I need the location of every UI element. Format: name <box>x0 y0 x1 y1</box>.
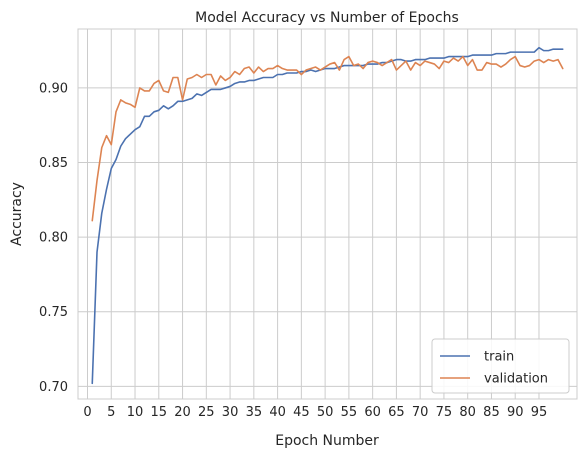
y-tick-label: 0.85 <box>39 156 68 171</box>
x-tick-label: 70 <box>412 405 429 420</box>
y-tick-labels: 0.70 0.75 0.80 0.85 0.90 <box>39 81 68 394</box>
x-tick-label: 0 <box>83 405 91 420</box>
x-tick-label: 65 <box>388 405 405 420</box>
x-tick-labels: 0 5 10 15 20 25 30 35 40 45 50 55 60 65 70 75 80 85 90 95 <box>83 405 547 420</box>
x-gridlines <box>87 29 540 399</box>
x-tick-label: 85 <box>483 405 500 420</box>
x-tick-label: 30 <box>222 405 239 420</box>
y-tick-label: 0.70 <box>39 380 68 395</box>
x-tick-label: 55 <box>341 405 358 420</box>
x-tick-label: 45 <box>293 405 310 420</box>
legend-label-train: train <box>484 350 514 365</box>
x-tick-label: 35 <box>246 405 263 420</box>
x-tick-label: 50 <box>317 405 334 420</box>
legend-label-validation: validation <box>484 372 548 387</box>
series-line-validation <box>91 55 564 222</box>
x-tick-label: 25 <box>198 405 215 420</box>
x-tick-label: 20 <box>174 405 191 420</box>
x-tick-label: 10 <box>127 405 144 420</box>
x-tick-label: 15 <box>151 405 168 420</box>
chart-title: Model Accuracy vs Number of Epochs <box>195 10 459 26</box>
y-tick-label: 0.80 <box>39 231 68 246</box>
series-lines <box>91 46 564 385</box>
legend-box <box>431 338 570 394</box>
y-tick-label: 0.75 <box>39 305 68 320</box>
series-line-train <box>91 46 564 385</box>
plot-area <box>77 28 578 400</box>
y-axis-title: Accuracy <box>9 182 25 246</box>
x-tick-label: 40 <box>269 405 286 420</box>
x-tick-label: 60 <box>364 405 381 420</box>
x-tick-label: 5 <box>107 405 115 420</box>
y-tick-label: 0.90 <box>39 81 68 96</box>
x-tick-label: 90 <box>507 405 524 420</box>
x-tick-label: 75 <box>436 405 453 420</box>
legend: train validation <box>431 338 570 394</box>
y-gridlines <box>78 87 577 387</box>
x-tick-label: 80 <box>459 405 476 420</box>
x-axis-title: Epoch Number <box>275 433 379 449</box>
x-tick-label: 95 <box>531 405 548 420</box>
